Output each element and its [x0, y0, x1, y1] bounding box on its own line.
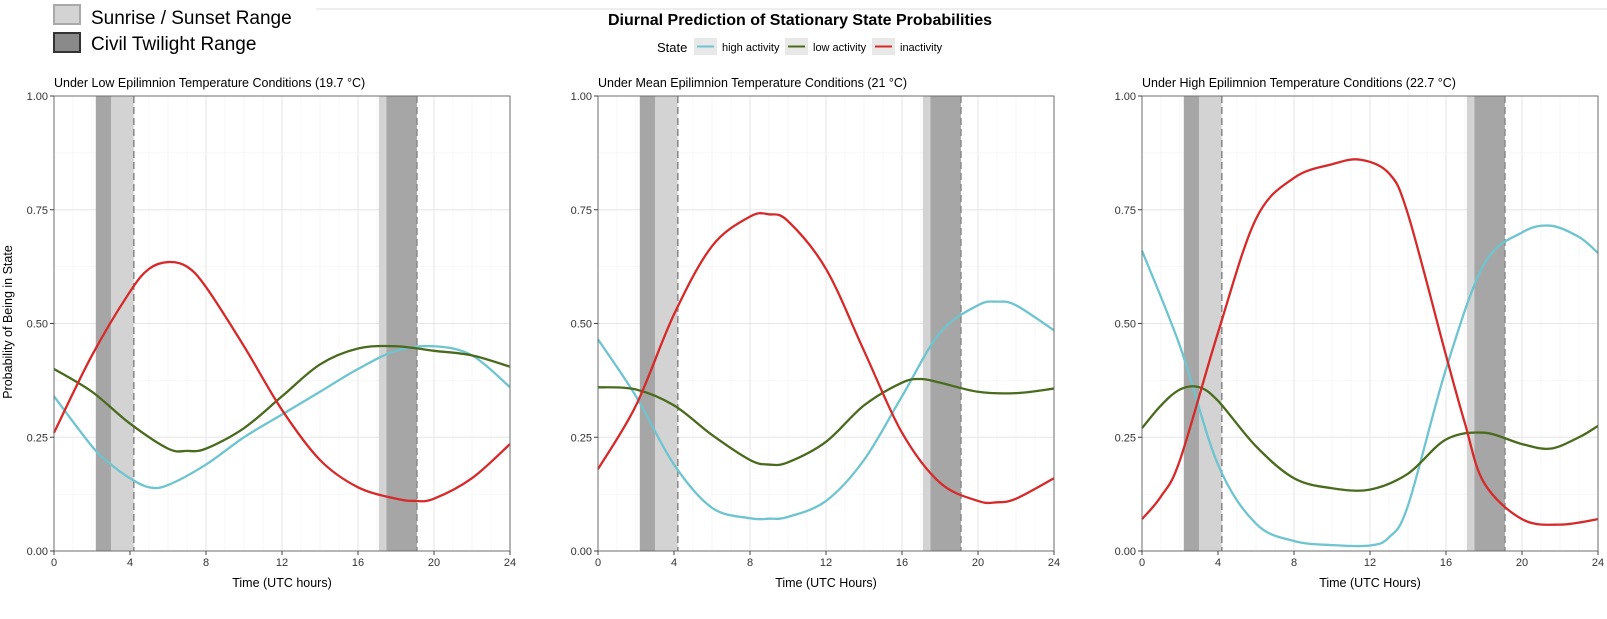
civil-twilight-swatch [53, 32, 81, 53]
series-line-high-activity [1140, 224, 1599, 548]
x-tick-label: 20 [972, 557, 984, 569]
series-line-inactivity [597, 212, 1055, 505]
civil-twilight-band [386, 96, 417, 551]
panels: 0 4 8 12 16 20 24 0.00 0.25 0.50 0.75 1.00 Under Low… [27, 76, 1605, 590]
y-tick-label: 1.00 [571, 91, 592, 103]
civil-twilight-band [1183, 96, 1199, 551]
y-tick-label: 1.00 [27, 91, 48, 103]
sunrise-sunset-band [111, 96, 134, 551]
chart-panel-1: 0 4 8 12 16 20 24 0.00 0.25 0.50 0.75 1.00 Under Low… [27, 76, 517, 590]
x-tick-label: 4 [127, 557, 133, 569]
x-tick-label: 16 [352, 557, 364, 569]
x-axis-label: Time (UTC Hours) [775, 576, 877, 590]
legend-label-high-activity: high activity [722, 42, 780, 54]
x-tick-label: 20 [428, 557, 440, 569]
state-legend-title: State [657, 40, 687, 55]
x-tick-label: 0 [595, 557, 601, 569]
y-tick-label: 0.50 [27, 319, 48, 331]
x-tick-label: 24 [1048, 557, 1060, 569]
legend-label-inactivity: inactivity [900, 42, 943, 54]
y-tick-label: 0.50 [1115, 319, 1136, 331]
civil-twilight-band [639, 96, 655, 551]
x-tick-label: 4 [1215, 557, 1221, 569]
y-tick-label: 0.25 [1115, 432, 1136, 444]
x-tick-label: 24 [1592, 557, 1604, 569]
series-line-low-activity [1141, 385, 1599, 492]
x-tick-label: 12 [276, 557, 288, 569]
legend-label-low-activity: low activity [813, 42, 867, 54]
x-tick-label: 8 [203, 557, 209, 569]
y-tick-label: 0.00 [571, 546, 592, 558]
x-tick-label: 0 [1139, 557, 1145, 569]
y-tick-label: 0.00 [27, 546, 48, 558]
y-axis-label: Probability of Being in State [1, 245, 15, 399]
panel-title: Under Mean Epilimnion Temperature Condit… [598, 76, 907, 90]
sunrise-sunset-band [1199, 96, 1222, 551]
civil-twilight-band [930, 96, 961, 551]
x-tick-label: 24 [504, 557, 516, 569]
panel-title: Under High Epilimnion Temperature Condit… [1142, 76, 1456, 90]
sunrise-sunset-legend-label: Sunrise / Sunset Range [91, 8, 292, 29]
y-tick-label: 0.75 [1115, 205, 1136, 217]
chart-panel-3: 0 4 8 12 16 20 24 0.00 0.25 0.50 0.75 1.00 Under Hig… [1115, 76, 1605, 590]
state-legend: State high activity low activity inactiv… [657, 38, 943, 55]
x-tick-label: 8 [1291, 557, 1297, 569]
sunrise-sunset-band [922, 96, 931, 551]
y-tick-label: 0.75 [27, 205, 48, 217]
civil-twilight-legend-label: Civil Twilight Range [91, 34, 256, 55]
x-tick-label: 12 [820, 557, 832, 569]
x-tick-label: 12 [1364, 557, 1376, 569]
series-line-inactivity [1141, 158, 1599, 526]
series-line-low-activity [597, 377, 1055, 467]
panel-title: Under Low Epilimnion Temperature Conditi… [54, 76, 365, 90]
figure-title: Diurnal Prediction of Stationary State P… [608, 12, 992, 29]
y-tick-label: 1.00 [1115, 91, 1136, 103]
x-tick-label: 4 [671, 557, 677, 569]
civil-twilight-band [95, 96, 111, 551]
x-tick-label: 16 [1440, 557, 1452, 569]
y-tick-label: 0.75 [571, 205, 592, 217]
x-tick-label: 20 [1516, 557, 1528, 569]
civil-twilight-band [1474, 96, 1505, 551]
x-axis-label: Time (UTC hours) [232, 576, 332, 590]
sunrise-sunset-swatch [53, 4, 81, 25]
sunrise-sunset-band [655, 96, 678, 551]
chart-panel-2: 0 4 8 12 16 20 24 0.00 0.25 0.50 0.75 1.00 Under Mea… [571, 76, 1061, 590]
series-line-high-activity [597, 300, 1055, 521]
y-tick-label: 0.25 [27, 432, 48, 444]
series-line-high-activity [53, 344, 511, 490]
y-tick-label: 0.25 [571, 432, 592, 444]
x-tick-label: 8 [747, 557, 753, 569]
y-tick-label: 0.00 [1115, 546, 1136, 558]
top-legend: Sunrise / Sunset Range Civil Twilight Ra… [53, 4, 292, 55]
series-line-inactivity [52, 260, 511, 503]
sunrise-sunset-band [1466, 96, 1475, 551]
sunrise-sunset-band [378, 96, 387, 551]
series-line-low-activity [53, 344, 511, 453]
x-tick-label: 16 [896, 557, 908, 569]
x-tick-label: 0 [51, 557, 57, 569]
x-axis-label: Time (UTC Hours) [1319, 576, 1421, 590]
y-tick-label: 0.50 [571, 319, 592, 331]
